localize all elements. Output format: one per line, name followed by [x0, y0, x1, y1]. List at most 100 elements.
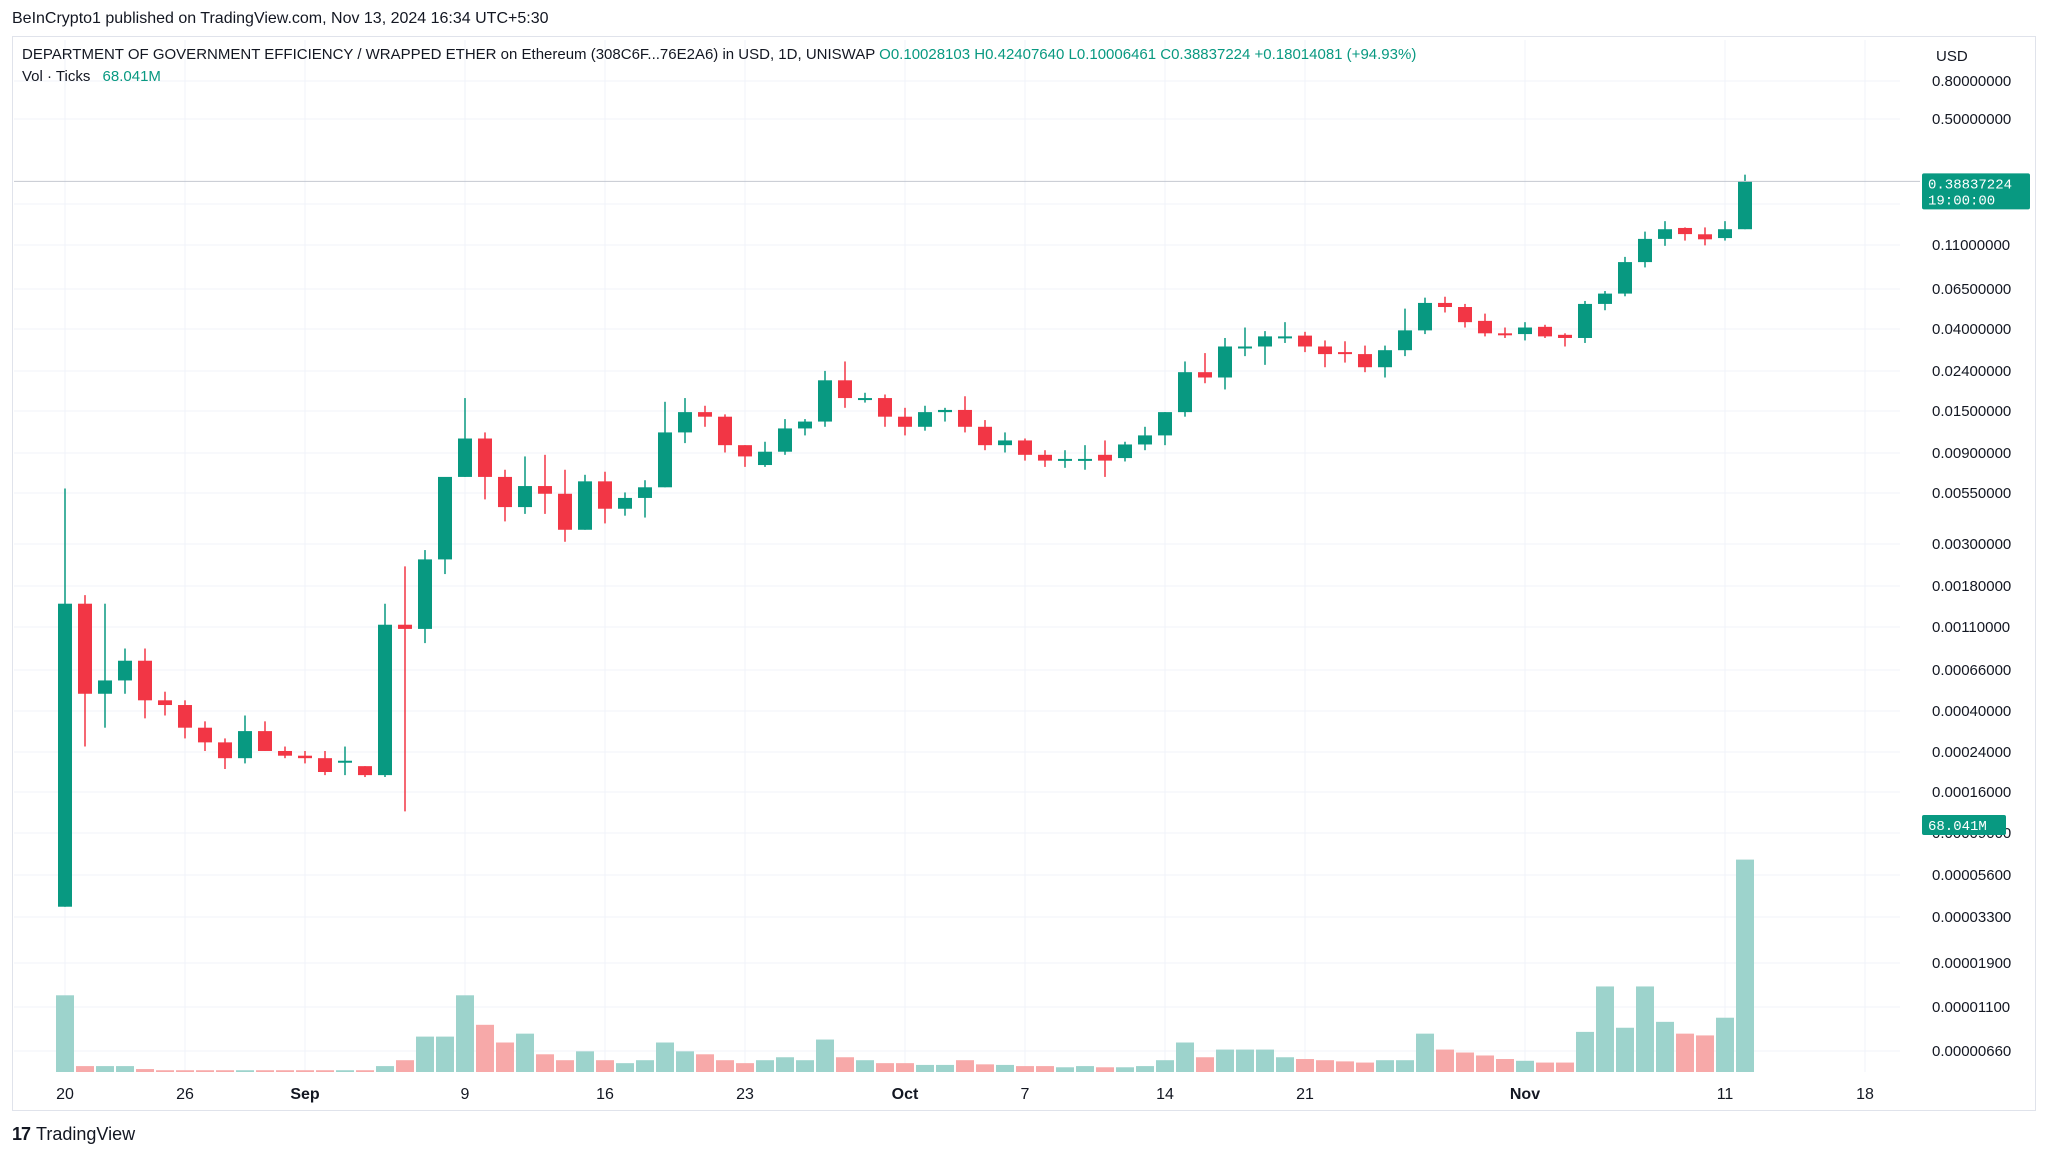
y-tick-label: 0.00180000 [1932, 578, 2011, 595]
candle-body [738, 445, 752, 457]
volume-bar [56, 995, 74, 1072]
y-tick-label: 0.50000000 [1932, 111, 2011, 128]
volume-bar [1136, 1066, 1154, 1072]
volume-bar [76, 1066, 94, 1072]
volume-bar [356, 1070, 374, 1072]
candle-body [1458, 307, 1472, 323]
volume-bar [1056, 1067, 1074, 1072]
volume-bar [976, 1064, 994, 1072]
volume-bar [456, 995, 474, 1072]
y-tick-label: 0.00066000 [1932, 662, 2011, 679]
volume-bar [936, 1064, 954, 1072]
volume-bar [836, 1057, 854, 1072]
volume-bar [136, 1069, 154, 1072]
x-tick-label: 18 [1856, 1086, 1874, 1103]
y-tick-label: 0.00001900 [1932, 955, 2011, 972]
candle-body [1138, 435, 1152, 445]
currency-label[interactable]: USD [1936, 48, 1968, 65]
candle-body [1198, 372, 1212, 378]
volume-bar [96, 1066, 114, 1072]
volume-bar [1216, 1049, 1234, 1072]
volume-bar [756, 1060, 774, 1072]
volume-bar [1256, 1049, 1274, 1072]
candle-body [718, 416, 732, 446]
y-tick-label: 0.02400000 [1932, 363, 2011, 380]
volume-bar [776, 1057, 794, 1072]
x-tick-label: 7 [1021, 1086, 1030, 1103]
y-tick-label: 0.06500000 [1932, 281, 2011, 298]
volume-bar [1636, 986, 1654, 1072]
candle-body [1418, 302, 1432, 331]
x-tick-label: 11 [1717, 1086, 1734, 1103]
y-tick-label: 0.00110000 [1932, 619, 2010, 636]
volume-bar [1676, 1033, 1694, 1072]
y-tick-label: 0.00024000 [1932, 744, 2011, 761]
volume-bar [876, 1063, 894, 1072]
volume-bar [1596, 986, 1614, 1072]
volume-bar [816, 1039, 834, 1072]
volume-bar [576, 1051, 594, 1072]
volume-bar [1536, 1062, 1554, 1072]
x-tick-label: 23 [736, 1086, 754, 1103]
volume-bar [176, 1070, 194, 1072]
candle-body [538, 486, 552, 494]
volume-bar [1716, 1017, 1734, 1072]
candles [58, 174, 1752, 907]
candle-body [1038, 454, 1052, 461]
volume-bars [56, 859, 1754, 1072]
candle-body [1338, 352, 1352, 355]
volume-bar [1096, 1067, 1114, 1072]
candle-body [1158, 412, 1172, 436]
y-tick-label: 0.00900000 [1932, 445, 2011, 462]
candle-body [338, 760, 352, 763]
x-tick-label: Nov [1510, 1086, 1540, 1103]
tradingview-logo[interactable]: 17 TradingView [12, 1124, 135, 1145]
volume-bar [596, 1060, 614, 1072]
candle-body [798, 421, 812, 429]
candle-body [1258, 336, 1272, 347]
candle-body [138, 660, 152, 701]
candle-body [58, 603, 72, 907]
candle-body [1498, 333, 1512, 336]
volume-bar [396, 1060, 414, 1072]
bar-countdown: 19:00:00 [1928, 193, 1995, 209]
candle-body [878, 398, 892, 417]
candle-body [1658, 229, 1672, 239]
candle-body [638, 487, 652, 498]
candle-body [98, 680, 112, 694]
candle-body [698, 412, 712, 417]
volume-bar [516, 1033, 534, 1072]
candle-body [1358, 354, 1372, 368]
volume-bar [276, 1070, 294, 1072]
candle-body [1118, 444, 1132, 459]
volume-bar [1416, 1033, 1434, 1072]
candle-body [898, 416, 912, 427]
candle-body [1378, 350, 1392, 368]
volume-bar [1076, 1066, 1094, 1072]
volume-bar [656, 1042, 674, 1072]
volume-bar [1016, 1066, 1034, 1072]
candle-body [618, 497, 632, 509]
volume-bar [236, 1070, 254, 1072]
candle-body [858, 398, 872, 401]
volume-bar [1316, 1060, 1334, 1072]
candle-body [778, 428, 792, 452]
candle-body [398, 624, 412, 629]
tradingview-logo-icon: 17 [12, 1124, 31, 1144]
volume-bar [556, 1060, 574, 1072]
volume-bar [116, 1066, 134, 1072]
candle-body [78, 603, 92, 694]
volume-bar [156, 1070, 174, 1072]
y-tick-label: 0.00005600 [1932, 867, 2011, 884]
volume-bar [696, 1054, 714, 1072]
candle-body [298, 755, 312, 759]
candle-body [558, 493, 572, 530]
grid-lines [14, 40, 1900, 1072]
candle-body [198, 727, 212, 743]
candle-body [1398, 330, 1412, 351]
candle-body [818, 380, 832, 422]
volume-bar [476, 1024, 494, 1072]
candle-body [478, 438, 492, 477]
y-tick-label: 0.00550000 [1932, 485, 2011, 502]
